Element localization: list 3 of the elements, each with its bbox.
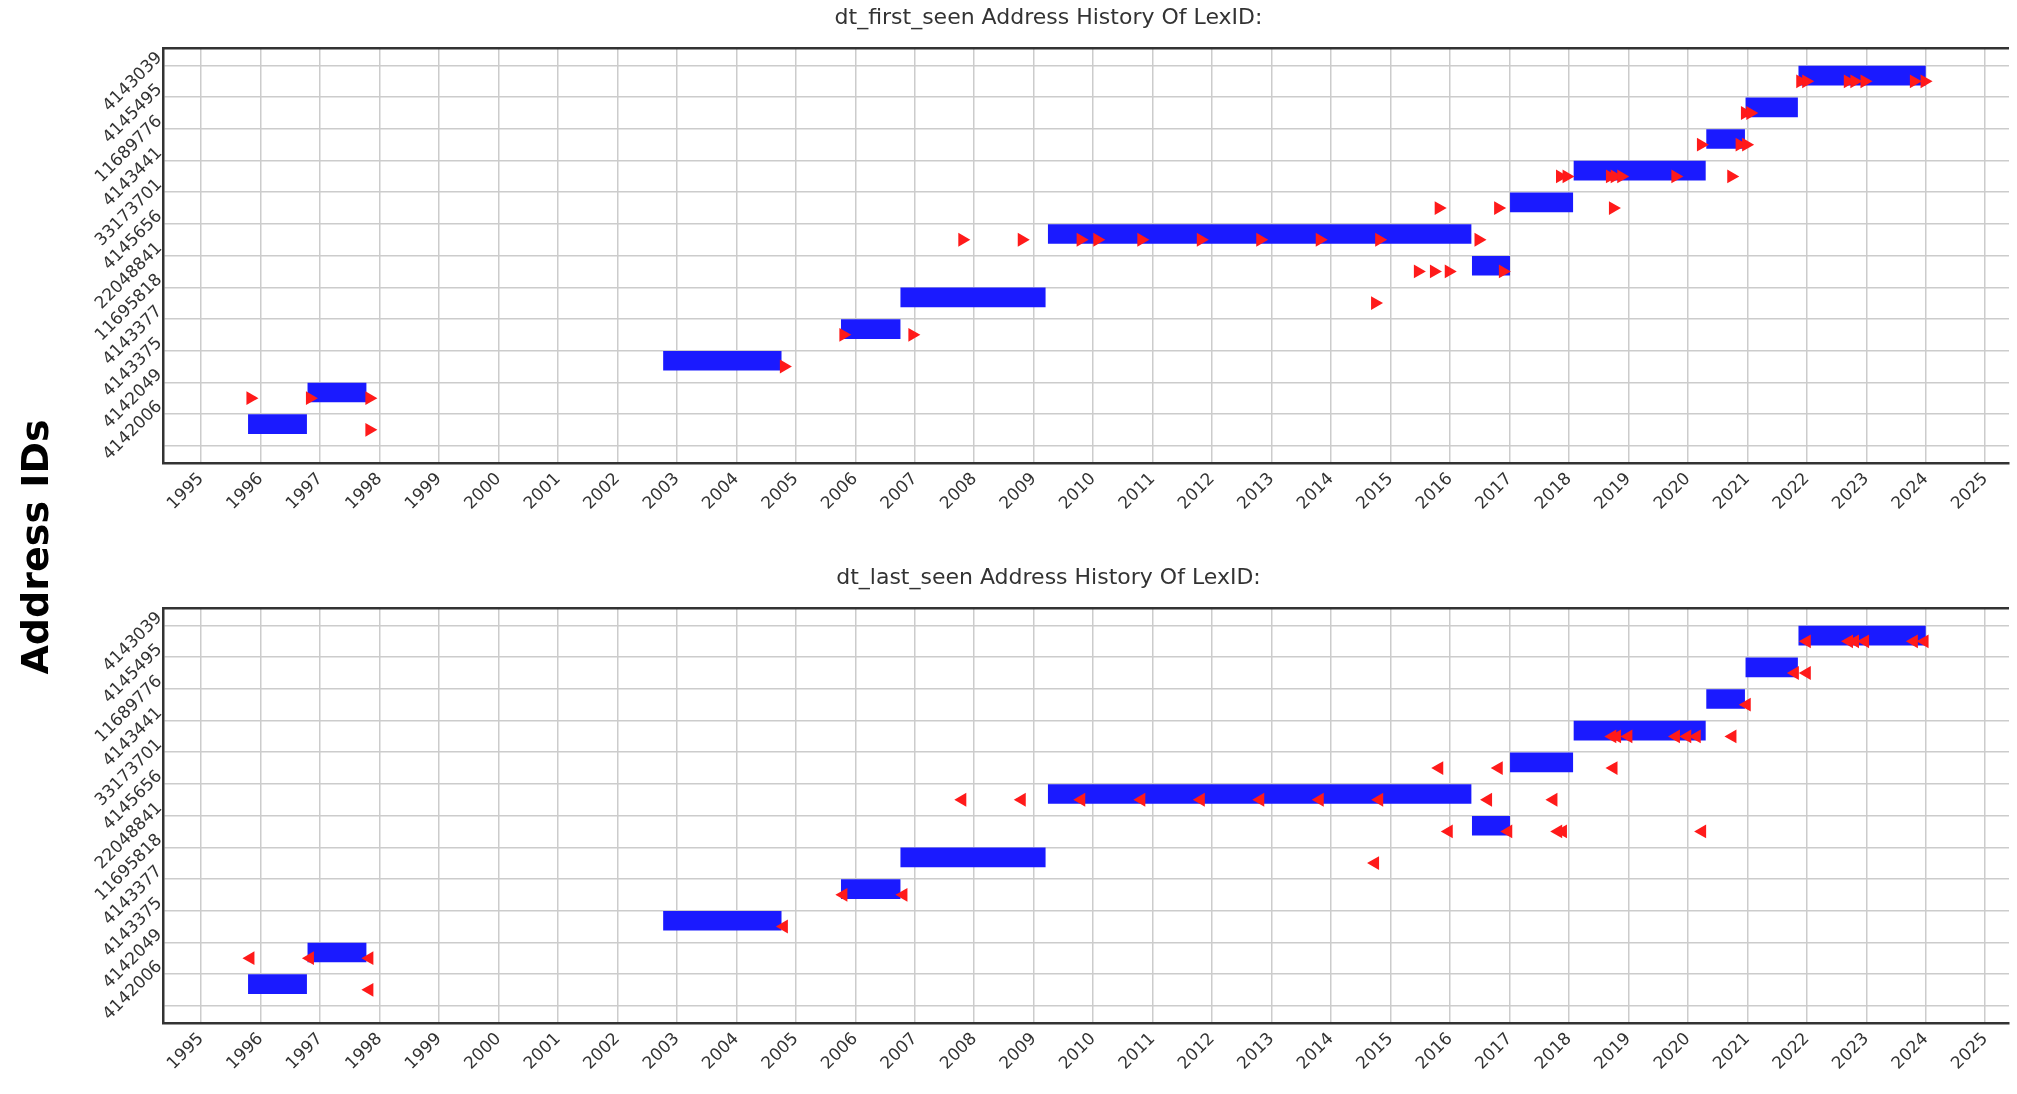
chart-title: dt_last_seen Address History Of LexID:	[835, 564, 1262, 589]
chart-title: dt_first_seen Address History Of LexID:	[833, 4, 1264, 29]
y-axis-title: Address IDs	[13, 419, 57, 675]
